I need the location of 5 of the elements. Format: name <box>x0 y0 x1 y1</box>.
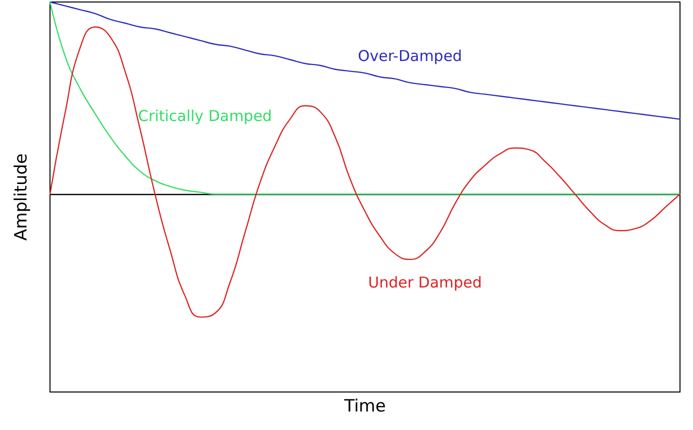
series-label: Critically Damped <box>138 106 272 125</box>
series-label: Over-Damped <box>358 47 462 66</box>
x-axis-title: Time <box>343 396 386 416</box>
y-axis-title: Amplitude <box>12 153 32 241</box>
series-label: Under Damped <box>368 273 482 292</box>
